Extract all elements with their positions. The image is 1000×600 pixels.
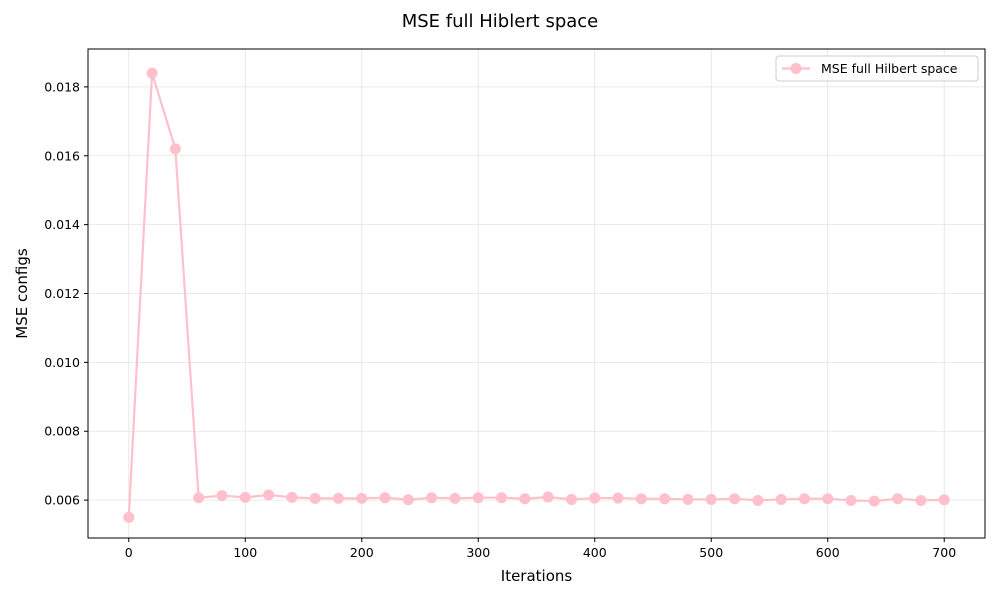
data-point — [705, 493, 717, 505]
legend: MSE full Hilbert space — [775, 55, 979, 82]
y-tick-label: 0.014 — [44, 217, 80, 232]
data-point — [892, 493, 904, 505]
data-point — [496, 492, 508, 504]
plot-area — [123, 67, 950, 523]
data-point — [309, 492, 321, 504]
data-point — [542, 491, 554, 503]
series-line — [127, 72, 945, 518]
x-tick-label: 300 — [466, 545, 490, 560]
data-point — [635, 493, 647, 505]
data-point — [449, 492, 461, 504]
data-point — [332, 492, 344, 504]
axis-ticks: 0 100 200 300 400 500 600 700 0.006 0.008 0.010 0.0… — [44, 79, 956, 560]
data-point — [519, 493, 531, 505]
data-point — [798, 493, 810, 505]
x-tick-label: 200 — [350, 545, 374, 560]
data-point — [729, 493, 741, 505]
x-axis-label: Iterations — [501, 567, 573, 585]
data-point — [938, 494, 950, 506]
data-point — [775, 493, 787, 505]
data-point — [659, 493, 671, 505]
data-point — [216, 490, 228, 502]
y-tick-label: 0.010 — [44, 355, 80, 370]
data-point — [472, 492, 484, 504]
y-tick-label: 0.006 — [44, 493, 80, 508]
data-point — [402, 494, 414, 506]
plot-frame — [87, 48, 986, 539]
data-point — [589, 492, 601, 504]
y-tick-label: 0.016 — [44, 148, 80, 163]
data-point — [426, 492, 438, 504]
data-point — [822, 493, 834, 505]
data-point — [379, 492, 391, 504]
x-tick-label: 600 — [816, 545, 840, 560]
y-tick-label: 0.012 — [44, 286, 80, 301]
y-tick-label: 0.018 — [44, 79, 80, 94]
data-point — [193, 492, 205, 504]
y-axis-label: MSE configs — [13, 248, 31, 339]
y-tick-label: 0.008 — [44, 424, 80, 439]
legend-entry-label: MSE full Hilbert space — [821, 61, 958, 76]
x-tick-label: 500 — [699, 545, 723, 560]
legend-marker-swatch — [790, 63, 802, 74]
data-point — [123, 511, 135, 523]
x-tick-label: 0 — [125, 545, 133, 560]
data-point — [146, 67, 158, 79]
chart-title: MSE full Hiblert space — [402, 11, 599, 32]
data-point — [868, 495, 880, 507]
data-point — [682, 493, 694, 505]
data-point — [239, 491, 251, 503]
data-point — [286, 491, 298, 503]
data-point — [169, 143, 181, 155]
data-point — [915, 494, 927, 506]
grid — [88, 49, 985, 538]
data-point — [356, 492, 368, 504]
data-point — [752, 494, 764, 506]
legend-box — [775, 55, 979, 82]
data-point — [845, 494, 857, 506]
x-tick-label: 100 — [233, 545, 257, 560]
data-point — [565, 493, 577, 505]
x-tick-label: 400 — [583, 545, 607, 560]
data-point — [263, 489, 275, 501]
data-point — [612, 492, 624, 504]
x-tick-label: 700 — [932, 545, 956, 560]
